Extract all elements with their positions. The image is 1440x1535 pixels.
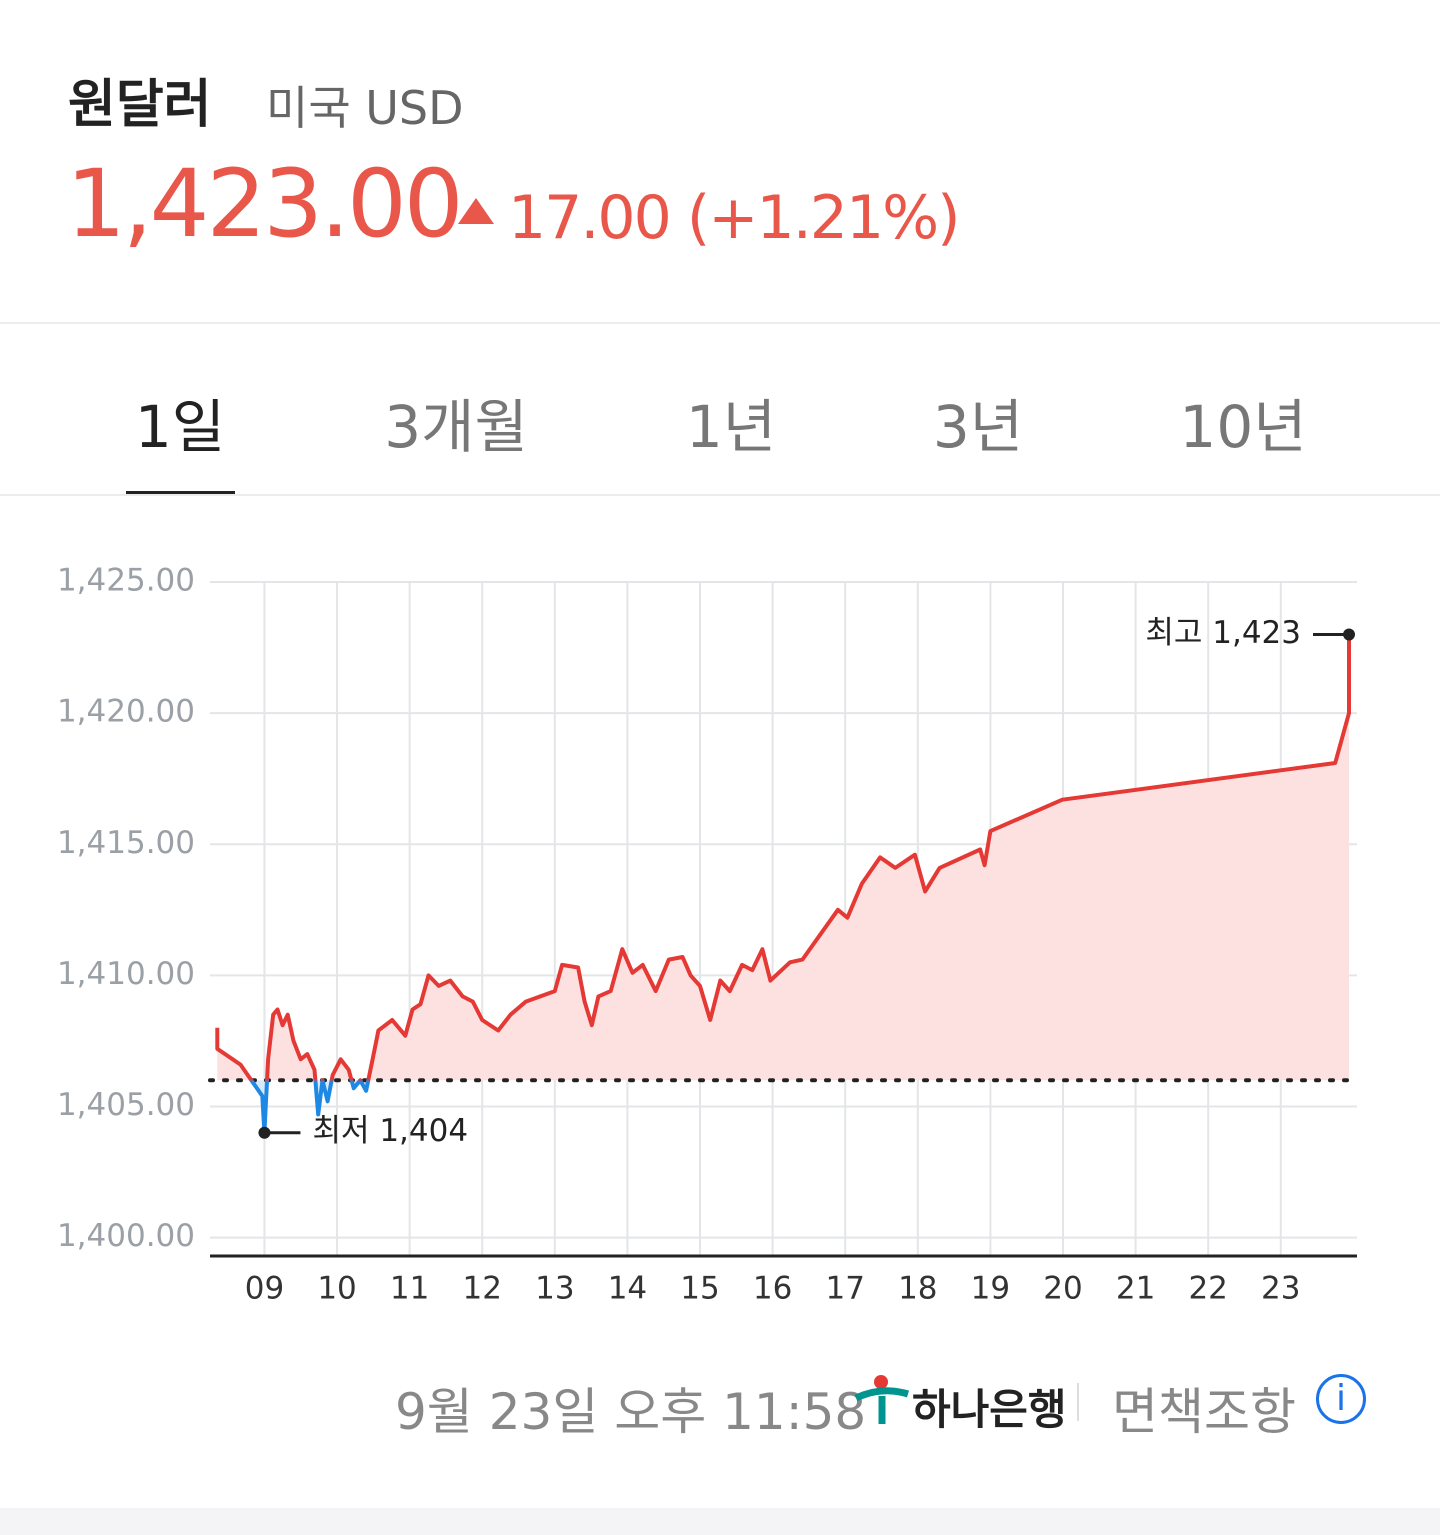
annotation-label: 최고 1,423	[1145, 615, 1301, 651]
line	[215, 634, 1351, 1135]
bottom-bar	[0, 1508, 1440, 1535]
x-tick-label: 09	[245, 1271, 284, 1307]
y-tick-label: 1,425.00	[57, 563, 195, 599]
change: 17.00 (+1.21%)	[508, 183, 961, 253]
x-tick-label: 14	[608, 1271, 647, 1307]
x-tick-label: 10	[317, 1271, 356, 1307]
annotation-point	[1343, 628, 1356, 641]
tab-underline	[126, 491, 235, 496]
x-tick-label: 20	[1043, 1271, 1082, 1307]
tab[interactable]: 10년	[1179, 393, 1307, 461]
y-tick-label: 1,415.00	[57, 825, 195, 861]
divider	[1077, 1383, 1079, 1421]
x-tick-label: 21	[1116, 1271, 1155, 1307]
x-tick-label: 12	[463, 1271, 502, 1307]
tab[interactable]: 1일	[134, 393, 226, 461]
x-tick-label: 11	[390, 1271, 429, 1307]
divider	[0, 322, 1440, 324]
change-percent: (+1.21%)	[686, 183, 961, 253]
chart: 1,400.00 1,405.00 1,410.00 1,415.00 1,420.00…	[57, 563, 1359, 1307]
x-tick-label: 15	[680, 1271, 719, 1307]
annotation-label: 최저 1,404	[312, 1113, 468, 1149]
tab[interactable]: 3개월	[384, 393, 528, 461]
x-tick-label: 16	[753, 1271, 792, 1307]
x-tick-label: 22	[1188, 1271, 1227, 1307]
y-tick-label: 1,400.00	[57, 1218, 195, 1254]
x-tick-label: 23	[1261, 1271, 1300, 1307]
annotation-point	[258, 1126, 271, 1139]
y-tick-label: 1,420.00	[57, 694, 195, 730]
info-icon[interactable]: i	[1316, 1374, 1366, 1424]
tab[interactable]: 3년	[932, 393, 1024, 461]
title: 원달러	[68, 75, 212, 135]
area	[217, 634, 1350, 1133]
x-tick-label: 18	[898, 1271, 937, 1307]
up-arrow	[458, 198, 494, 224]
divider	[0, 494, 1440, 496]
x-tick-label: 13	[535, 1271, 574, 1307]
change-value: 17.00	[508, 183, 672, 253]
x-tick-label: 17	[825, 1271, 864, 1307]
y-tick-label: 1,410.00	[57, 956, 195, 992]
bank-logo	[854, 1375, 910, 1424]
disclaimer[interactable]: 면책조항	[1112, 1383, 1296, 1441]
y-tick-label: 1,405.00	[57, 1087, 195, 1123]
tab[interactable]: 1년	[685, 393, 777, 461]
x-tick-label: 19	[971, 1271, 1010, 1307]
bank-name: 하나은행	[912, 1385, 1067, 1434]
price: 1,423.00	[66, 150, 464, 259]
subtitle: 미국 USD	[266, 81, 464, 135]
timestamp: 9월 23일 오후 11:58	[395, 1383, 867, 1441]
